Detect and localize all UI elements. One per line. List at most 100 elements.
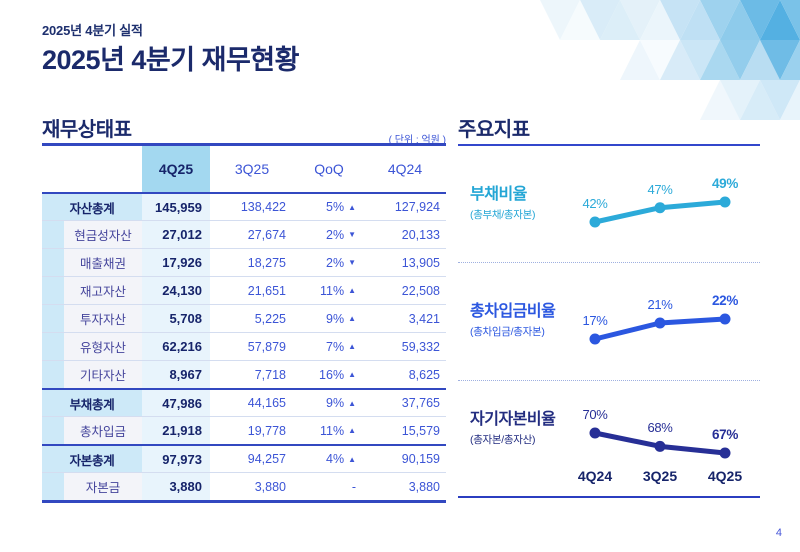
data-point xyxy=(654,317,666,329)
chart-label: 자기자본비율 (총자본/총자산) xyxy=(470,405,556,447)
data-label: 70% xyxy=(582,407,608,422)
cell-4q24: 8,625 xyxy=(408,367,440,382)
balance-sheet-table: 4Q25 3Q25 QoQ 4Q24 자산총계 145,959 138,422 5% ▲… xyxy=(42,143,446,503)
data-point xyxy=(589,216,601,228)
qoq-value: 2% xyxy=(326,227,345,242)
cell-qoq: 5% ▲ xyxy=(294,194,364,220)
cell-item-label: 총차입금 xyxy=(42,417,142,444)
up-triangle-icon: ▲ xyxy=(348,454,356,464)
cell-4q24: 22,508 xyxy=(401,283,440,298)
table-body: 자산총계 145,959 138,422 5% ▲ 127,924 현금성자산 27,012 2… xyxy=(42,192,446,500)
item-label: 유형자산 xyxy=(79,341,126,355)
cell-3q25: 21,651 xyxy=(247,283,286,298)
cell-3q25: 94,257 xyxy=(247,452,286,466)
qoq-value: 9% xyxy=(326,396,345,410)
table-row: 기타자산 8,967 7,718 16% ▲ 8,625 xyxy=(42,360,446,388)
cell-item-label: 재고자산 xyxy=(42,277,142,304)
qoq-value: 11% xyxy=(319,283,345,298)
cell-qoq: - xyxy=(294,473,364,500)
slide-eyebrow: 2025년 4분기 실적 xyxy=(42,23,143,38)
cell-3q25: 18,275 xyxy=(247,255,286,270)
cell-4q25: 24,130 xyxy=(142,277,210,304)
qoq-value: 5% xyxy=(326,200,345,214)
qoq-value: 7% xyxy=(326,339,345,354)
cell-3q25: 5,225 xyxy=(254,311,286,326)
item-label: 부채총계 xyxy=(69,397,115,412)
cell-4q25: 17,926 xyxy=(142,249,210,276)
cell-4q24: 127,924 xyxy=(394,200,440,214)
item-label: 자산총계 xyxy=(69,201,115,216)
line-chart-area: 42% 47% 49% xyxy=(570,158,760,242)
x-axis-label: 4Q24 xyxy=(577,468,613,484)
data-label: 67% xyxy=(711,427,739,442)
cell-4q24: 13,905 xyxy=(401,255,440,270)
cell-4q24: 59,332 xyxy=(401,339,440,354)
cell-item-label: 유형자산 xyxy=(42,333,142,360)
cell-item-label: 매출채권 xyxy=(42,249,142,276)
chart-subtitle: (총차입금/총자본) xyxy=(470,326,545,338)
col-header-item xyxy=(42,146,142,192)
item-label: 매출채권 xyxy=(79,257,126,271)
data-label: 68% xyxy=(647,420,673,436)
qoq-value: - xyxy=(351,479,356,494)
cell-3q25: 19,778 xyxy=(247,423,286,438)
down-triangle-icon: ▼ xyxy=(348,258,356,267)
qoq-value: 2% xyxy=(326,255,345,270)
cell-qoq: 2% ▼ xyxy=(294,221,364,248)
indicators-bottomline xyxy=(458,496,760,498)
cell-item-label: 기타자산 xyxy=(42,361,142,388)
col-header-4q25: 4Q25 xyxy=(142,146,210,192)
cell-3q25: 138,422 xyxy=(240,200,286,214)
header-decoration xyxy=(540,0,800,120)
line-chart xyxy=(589,427,731,459)
dotted-separator xyxy=(458,380,760,381)
data-label: 22% xyxy=(711,293,739,308)
col-header-qoq: QoQ xyxy=(314,161,344,177)
up-triangle-icon: ▲ xyxy=(348,342,356,351)
table-row: 투자자산 5,708 5,225 9% ▲ 3,421 xyxy=(42,304,446,332)
cell-item-label: 투자자산 xyxy=(42,305,142,332)
table-row: 자본총계 97,973 94,257 4% ▲ 90,159 xyxy=(42,444,446,472)
chart-borrowing-ratio: 총차입금비율 (총차입금/총자본) 17% 21% 22% xyxy=(458,267,760,380)
item-label: 총차입금 xyxy=(79,425,126,439)
x-axis-label: 3Q25 xyxy=(642,468,678,484)
up-triangle-icon: ▲ xyxy=(348,370,356,379)
chart-equity-ratio: 자기자본비율 (총자본/총자산) 70% 68% 67% xyxy=(458,381,760,471)
page-title: 2025년 4분기 재무현황 xyxy=(42,45,299,75)
cell-qoq: 9% ▲ xyxy=(294,305,364,332)
cell-item-label: 자본총계 xyxy=(42,446,142,472)
chart-title: 총차입금비율 xyxy=(470,303,556,320)
cell-item-label: 자산총계 xyxy=(42,194,142,220)
cell-4q25: 27,012 xyxy=(142,221,210,248)
line-chart-area: 70% 68% 67% xyxy=(570,389,760,473)
data-point xyxy=(654,440,666,452)
indicators-title: 주요지표 xyxy=(458,119,530,141)
cell-4q24: 3,421 xyxy=(408,311,440,326)
balance-sheet-title: 재무상태표 xyxy=(42,119,132,141)
cell-4q25: 47,986 xyxy=(142,390,210,416)
data-label: 47% xyxy=(647,181,673,197)
cell-4q24: 90,159 xyxy=(401,452,440,466)
cell-4q24: 37,765 xyxy=(401,396,440,410)
chart-debt-ratio: 부채비율 (총부채/총자본) 42% 47% 49% xyxy=(458,150,760,263)
table-row: 총차입금 21,918 19,778 11% ▲ 15,579 xyxy=(42,416,446,444)
cell-3q25: 3,880 xyxy=(254,479,286,494)
cell-4q24: 15,579 xyxy=(401,423,440,438)
cell-item-label: 자본금 xyxy=(42,473,142,500)
cell-qoq: 4% ▲ xyxy=(294,446,364,472)
item-label: 현금성자산 xyxy=(74,229,132,243)
up-triangle-icon: ▲ xyxy=(348,426,356,435)
data-point xyxy=(654,202,666,214)
line-chart xyxy=(589,196,731,228)
up-triangle-icon: ▲ xyxy=(348,398,356,408)
chart-label: 부채비율 (총부채/총자본) xyxy=(470,180,535,222)
item-label: 투자자산 xyxy=(79,313,126,327)
page-number: 4 xyxy=(775,527,782,539)
col-header-4q24: 4Q24 xyxy=(387,161,423,177)
chart-label: 총차입금비율 (총차입금/총자본) xyxy=(470,297,556,339)
cell-qoq: 9% ▲ xyxy=(294,390,364,416)
table-row: 자본금 3,880 3,880 - 3,880 xyxy=(42,472,446,500)
cell-4q25: 145,959 xyxy=(142,194,210,220)
line-chart-area: 17% 21% 22% xyxy=(570,275,760,359)
cell-4q25: 21,918 xyxy=(142,417,210,444)
